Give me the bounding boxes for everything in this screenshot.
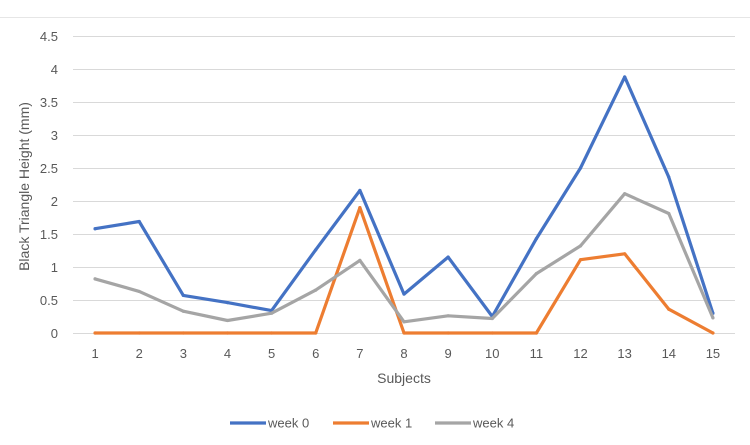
data-point — [270, 311, 274, 315]
legend-label: week 0 — [267, 416, 309, 431]
data-point — [181, 293, 185, 297]
x-tick-label: 8 — [400, 346, 407, 361]
x-tick-label: 2 — [136, 346, 143, 361]
data-point — [667, 307, 671, 311]
data-point — [358, 188, 362, 193]
y-tick-label: 1.5 — [40, 227, 58, 242]
data-point — [578, 258, 583, 262]
data-point — [270, 331, 274, 335]
data-point — [446, 255, 450, 259]
x-tick-label: 7 — [356, 346, 363, 361]
y-tick-label: 3 — [51, 128, 58, 143]
y-tick-label: 4 — [51, 62, 58, 77]
gridlines — [73, 36, 735, 334]
y-axis-ticks: 0 0.5 1 1.5 2 2.5 3 3.5 4 4.5 — [40, 29, 58, 341]
y-tick-label: 0.5 — [40, 293, 58, 308]
x-tick-label: 1 — [91, 346, 98, 361]
data-point — [402, 331, 406, 335]
data-point — [446, 331, 450, 335]
x-axis-ticks: 1 2 3 4 5 6 7 8 9 10 11 12 13 14 15 — [91, 346, 720, 361]
data-point — [137, 331, 141, 335]
data-point — [534, 331, 539, 335]
y-tick-label: 2 — [51, 194, 58, 209]
data-point — [446, 314, 450, 318]
y-tick-label: 3.5 — [40, 95, 58, 110]
data-point — [711, 316, 715, 320]
x-tick-label: 14 — [662, 346, 676, 361]
y-tick-label: 1 — [51, 260, 58, 275]
data-point — [93, 227, 97, 231]
x-tick-label: 15 — [706, 346, 720, 361]
x-tick-label: 4 — [224, 346, 231, 361]
data-point — [314, 331, 318, 335]
data-point — [402, 320, 406, 324]
x-tick-label: 10 — [485, 346, 499, 361]
data-point — [667, 175, 671, 179]
data-point — [181, 309, 185, 313]
x-tick-label: 9 — [445, 346, 452, 361]
series-lines — [93, 75, 715, 335]
y-tick-label: 2.5 — [40, 161, 58, 176]
data-point — [623, 252, 627, 256]
data-point — [490, 331, 494, 335]
data-point — [225, 301, 230, 305]
data-point — [181, 331, 185, 335]
series-line-week-1 — [93, 206, 715, 335]
data-point — [225, 318, 230, 323]
x-tick-label: 12 — [573, 346, 587, 361]
data-point — [711, 331, 715, 335]
x-tick-label: 11 — [530, 346, 544, 361]
y-axis-title: Black Triangle Height (mm) — [16, 102, 32, 271]
x-tick-label: 3 — [180, 346, 187, 361]
data-point — [578, 166, 583, 170]
data-point — [490, 316, 494, 321]
data-point — [534, 237, 539, 241]
data-point — [358, 258, 362, 262]
data-point — [137, 219, 141, 224]
data-point — [93, 331, 97, 335]
x-tick-label: 6 — [312, 346, 319, 361]
data-point — [93, 277, 97, 281]
x-tick-label: 5 — [268, 346, 275, 361]
data-point — [402, 292, 406, 296]
data-point — [578, 244, 583, 248]
legend-label: week 4 — [472, 416, 514, 431]
y-tick-label: 0 — [51, 326, 58, 341]
data-point — [623, 75, 627, 79]
data-point — [314, 288, 318, 292]
data-point — [534, 272, 539, 276]
legend: week 0 week 1 week 4 — [230, 416, 514, 431]
data-point — [137, 289, 141, 294]
legend-label: week 1 — [370, 416, 412, 431]
data-point — [667, 211, 671, 216]
series-line-week-4 — [93, 192, 715, 324]
data-point — [314, 248, 318, 252]
data-point — [358, 206, 362, 210]
data-point — [225, 331, 230, 335]
x-tick-label: 13 — [617, 346, 631, 361]
data-point — [623, 192, 627, 196]
y-tick-label: 4.5 — [40, 29, 58, 44]
x-axis-title: Subjects — [377, 370, 431, 386]
